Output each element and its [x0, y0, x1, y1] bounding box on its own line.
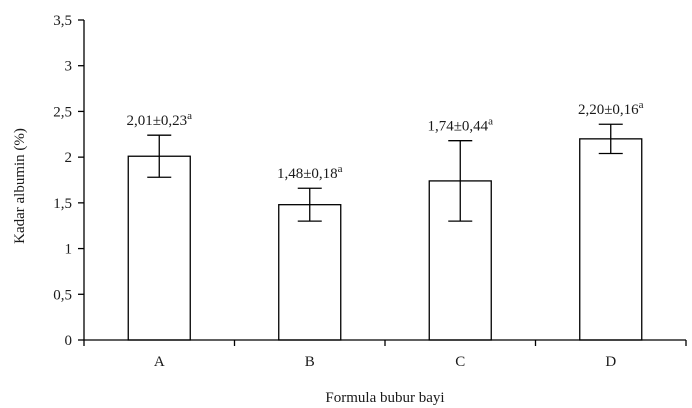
bar-B — [278, 204, 342, 341]
y-tick-label: 2 — [65, 150, 73, 166]
bars — [127, 138, 643, 341]
y-tick-label: 2,5 — [53, 104, 72, 120]
x-category-label: D — [605, 354, 616, 370]
data-label-A: 2,01±0,23a — [126, 110, 192, 129]
data-label-C: 1,74±0,44a — [427, 116, 493, 135]
bar-D — [579, 138, 643, 341]
y-axis-ticks: 0 0,5 1 1,5 2 2,5 3 3,5 — [53, 13, 84, 349]
y-tick-label: 0 — [65, 333, 73, 349]
y-tick-label: 1,5 — [53, 196, 72, 212]
x-axis-categories: A B C D — [83, 340, 687, 370]
data-label-D: 2,20±0,16a — [578, 99, 644, 118]
y-axis-title: Kadar albumin (%) — [12, 128, 28, 244]
y-tick-label: 1 — [65, 242, 73, 258]
y-tick-label: 3 — [65, 59, 73, 75]
x-category-label: A — [154, 354, 165, 370]
x-category-label: C — [455, 354, 465, 370]
data-label-B: 1,48±0,18a — [277, 163, 343, 182]
x-axis-title: Formula bubur bayi — [325, 390, 444, 406]
x-category-label: B — [305, 354, 315, 370]
y-tick-label: 3,5 — [53, 13, 72, 29]
data-labels: 2,01±0,23a 1,48±0,18a 1,74±0,44a 2,20±0,16a — [126, 99, 643, 182]
y-tick-label: 0,5 — [53, 287, 72, 303]
error-bars — [147, 123, 623, 222]
bar-A — [127, 155, 191, 341]
